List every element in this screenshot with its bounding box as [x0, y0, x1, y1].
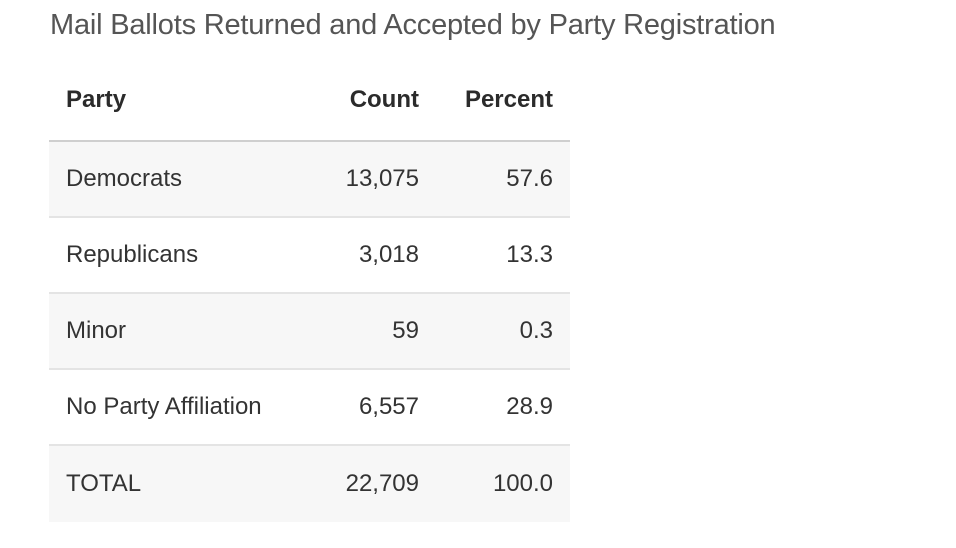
percent-cell: 13.3 — [419, 217, 570, 294]
party-cell: TOTAL — [49, 445, 289, 522]
party-cell: Democrats — [49, 141, 289, 218]
count-cell: 3,018 — [289, 217, 419, 294]
table-row-democrats: Democrats 13,075 57.6 — [49, 141, 570, 218]
table-row-no-party-affiliation: No Party Affiliation 6,557 28.9 — [49, 369, 570, 446]
chart-title: Mail Ballots Returned and Accepted by Pa… — [50, 9, 776, 41]
table-row-republicans: Republicans 3,018 13.3 — [49, 217, 570, 294]
count-cell: 59 — [289, 293, 419, 370]
table-row-total: TOTAL 22,709 100.0 — [49, 445, 570, 522]
party-cell: Republicans — [49, 217, 289, 294]
column-header-count: Count — [289, 76, 419, 142]
percent-cell: 57.6 — [419, 141, 570, 218]
header-row: Party Count Percent — [49, 76, 570, 142]
column-header-percent: Percent — [419, 76, 570, 142]
count-cell: 6,557 — [289, 369, 419, 446]
ballots-table: Party Count Percent Democrats 13,075 57.… — [49, 76, 570, 522]
column-header-party: Party — [49, 76, 289, 142]
count-cell: 22,709 — [289, 445, 419, 522]
table-header: Party Count Percent — [49, 76, 570, 142]
party-cell: No Party Affiliation — [49, 369, 289, 446]
percent-cell: 28.9 — [419, 369, 570, 446]
count-cell: 13,075 — [289, 141, 419, 218]
table-row-minor: Minor 59 0.3 — [49, 293, 570, 370]
percent-cell: 100.0 — [419, 445, 570, 522]
party-cell: Minor — [49, 293, 289, 370]
percent-cell: 0.3 — [419, 293, 570, 370]
table-body: Democrats 13,075 57.6 Republicans 3,018 … — [49, 141, 570, 522]
